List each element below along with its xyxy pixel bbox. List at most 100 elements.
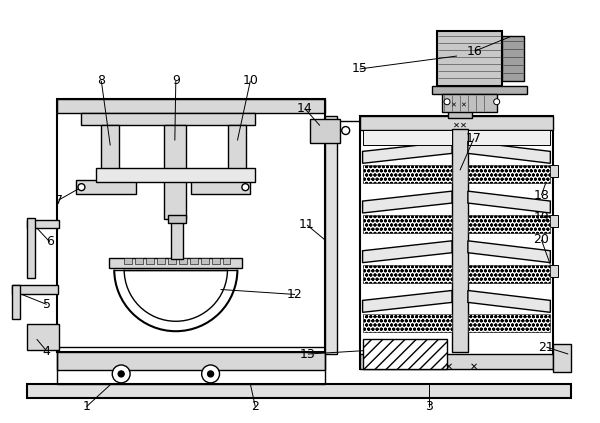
- Bar: [168, 258, 176, 264]
- Bar: [101, 125, 119, 179]
- Bar: [27, 384, 571, 398]
- Bar: [550, 215, 558, 227]
- Circle shape: [444, 99, 450, 105]
- Bar: [146, 258, 154, 264]
- Circle shape: [208, 371, 214, 377]
- Text: 15: 15: [352, 63, 368, 75]
- Bar: [325, 115, 337, 354]
- Polygon shape: [468, 291, 550, 312]
- Bar: [124, 258, 132, 264]
- Bar: [168, 215, 186, 223]
- Bar: [12, 285, 20, 319]
- Text: 6: 6: [46, 235, 53, 248]
- Text: 20: 20: [533, 233, 550, 246]
- Bar: [310, 118, 340, 143]
- Bar: [359, 354, 553, 369]
- Polygon shape: [468, 141, 550, 163]
- Text: 11: 11: [299, 218, 315, 231]
- Text: ✕: ✕: [452, 121, 460, 130]
- Circle shape: [342, 126, 350, 135]
- Bar: [432, 86, 527, 94]
- Polygon shape: [468, 191, 550, 213]
- Polygon shape: [362, 141, 452, 163]
- Text: ✕: ✕: [445, 362, 453, 372]
- Text: ✕: ✕: [460, 121, 467, 130]
- Bar: [212, 258, 220, 264]
- Text: 5: 5: [43, 298, 50, 311]
- Bar: [135, 258, 143, 264]
- Circle shape: [242, 184, 249, 191]
- Text: 14: 14: [297, 102, 313, 115]
- Circle shape: [202, 365, 220, 383]
- Bar: [56, 352, 325, 370]
- Bar: [362, 339, 447, 369]
- Bar: [97, 168, 255, 182]
- Bar: [76, 180, 136, 194]
- Bar: [442, 94, 497, 112]
- Bar: [437, 31, 502, 86]
- Text: 17: 17: [466, 132, 482, 145]
- Text: 12: 12: [287, 288, 303, 301]
- Bar: [191, 180, 250, 194]
- Bar: [27, 220, 59, 228]
- Text: 21: 21: [538, 341, 554, 354]
- Bar: [468, 265, 550, 283]
- Text: 8: 8: [97, 74, 106, 88]
- Bar: [550, 165, 558, 177]
- Circle shape: [78, 184, 85, 191]
- Bar: [553, 344, 571, 372]
- Bar: [200, 258, 209, 264]
- Bar: [359, 115, 553, 369]
- Bar: [468, 165, 550, 183]
- Bar: [56, 99, 325, 113]
- Text: 18: 18: [533, 189, 550, 202]
- Bar: [223, 258, 230, 264]
- Bar: [362, 215, 452, 233]
- Bar: [171, 219, 183, 259]
- Bar: [468, 314, 550, 332]
- Bar: [179, 258, 187, 264]
- Bar: [27, 218, 35, 277]
- Bar: [502, 36, 524, 81]
- Text: 19: 19: [533, 212, 549, 225]
- Bar: [362, 265, 452, 283]
- Polygon shape: [362, 191, 452, 213]
- Bar: [468, 215, 550, 233]
- Circle shape: [112, 365, 130, 383]
- Bar: [109, 258, 242, 268]
- Bar: [359, 115, 553, 129]
- Bar: [164, 125, 186, 219]
- Bar: [550, 265, 558, 277]
- Text: 2: 2: [251, 400, 259, 413]
- Bar: [56, 347, 325, 384]
- Text: ✕: ✕: [470, 362, 478, 372]
- Bar: [56, 99, 325, 352]
- Text: 7: 7: [55, 194, 62, 206]
- Text: 10: 10: [242, 74, 258, 88]
- Bar: [229, 125, 247, 179]
- Bar: [12, 285, 58, 294]
- Text: 16: 16: [467, 44, 483, 58]
- Text: ✕: ✕: [460, 103, 466, 109]
- Bar: [452, 129, 468, 352]
- Polygon shape: [362, 291, 452, 312]
- Bar: [27, 324, 59, 350]
- Polygon shape: [362, 241, 452, 263]
- Bar: [190, 258, 197, 264]
- Text: 3: 3: [425, 400, 433, 413]
- Bar: [362, 314, 452, 332]
- Bar: [82, 113, 255, 125]
- Text: 13: 13: [300, 348, 316, 360]
- Circle shape: [494, 99, 500, 105]
- Text: 4: 4: [43, 345, 50, 357]
- Text: 1: 1: [82, 400, 91, 413]
- Polygon shape: [468, 241, 550, 263]
- Bar: [362, 165, 452, 183]
- Circle shape: [118, 371, 124, 377]
- Text: ✕: ✕: [450, 103, 456, 109]
- Bar: [468, 129, 550, 146]
- Text: 9: 9: [172, 74, 180, 88]
- Bar: [362, 129, 452, 146]
- Bar: [157, 258, 165, 264]
- Bar: [448, 91, 472, 118]
